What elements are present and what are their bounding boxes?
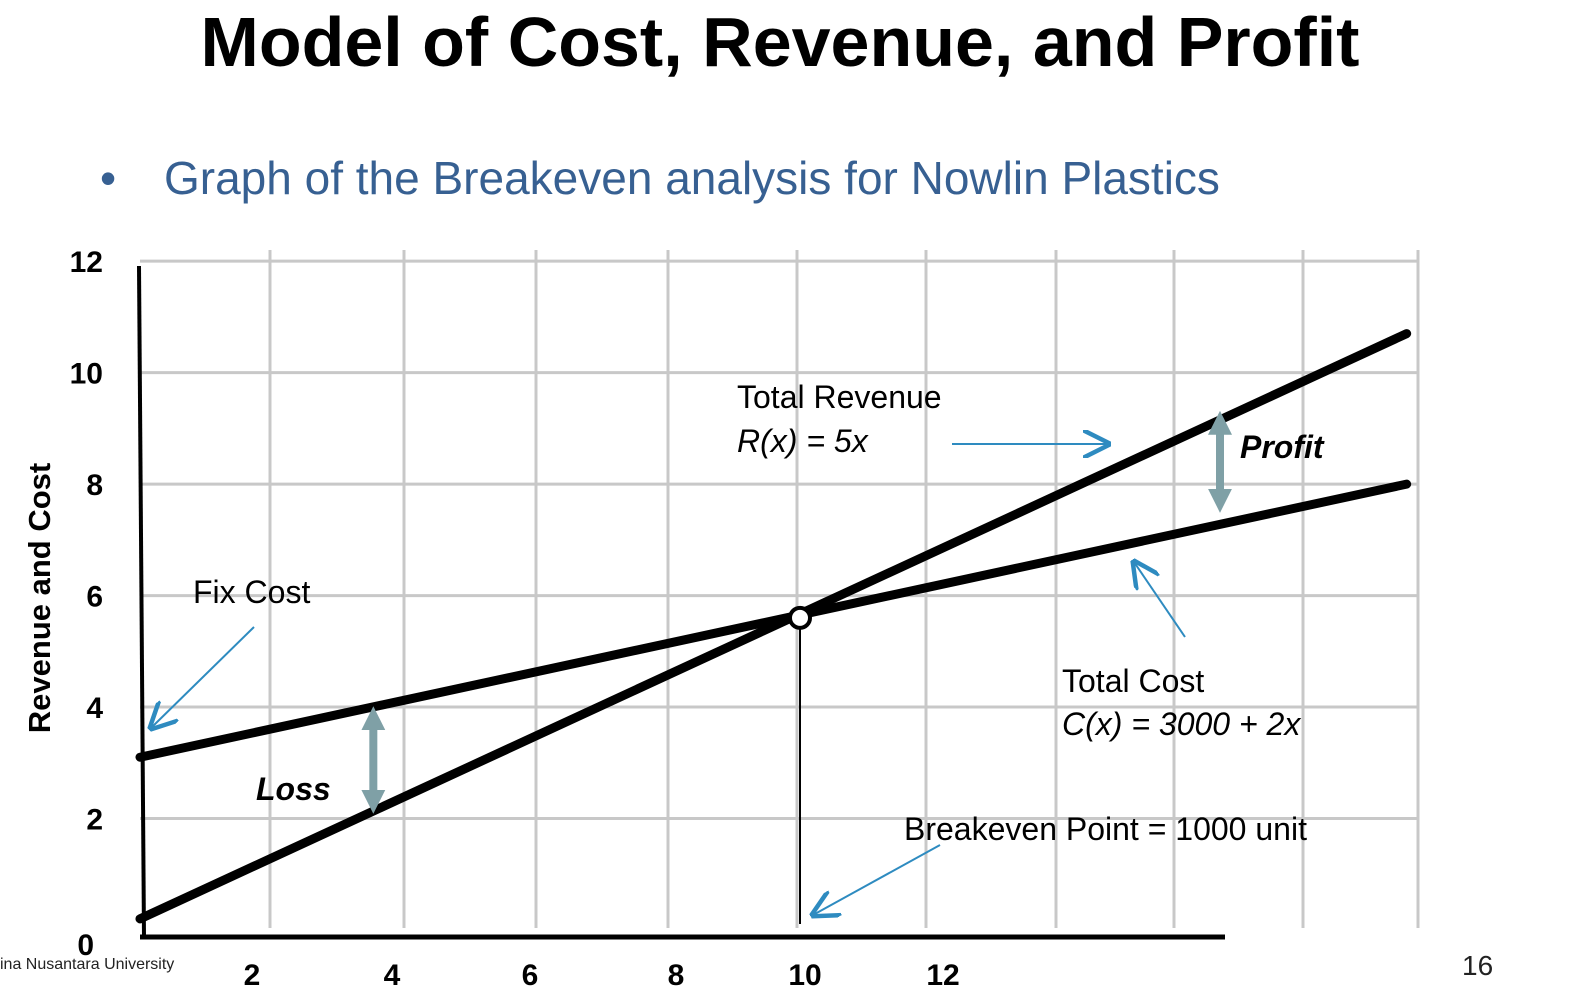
chart-ticks: 2 4 6 8 10 12 0 2 4 6 8 10 12 Revenue and Cost [22, 246, 960, 992]
y-axis-line [137, 265, 146, 939]
breakeven-label: Breakeven Point = 1000 unit [904, 811, 1307, 847]
loss-label: Loss [256, 771, 331, 807]
chart-series [135, 329, 1412, 924]
y-tick-label-8: 8 [86, 469, 103, 502]
x-tick-label-12: 12 [926, 959, 959, 992]
chart-axes [137, 265, 1225, 940]
series-line-cost [135, 479, 1412, 762]
bullet-text: Graph of the Breakeven analysis for Nowl… [164, 152, 1220, 204]
x-tick-label-4: 4 [384, 959, 401, 992]
chart-annotations: Total Revenue R(x) = 5x Total Cost C(x) = 3… [151, 379, 1325, 915]
y-tick-label-12: 12 [70, 246, 103, 279]
footer-text: ina Nusantara University [0, 956, 175, 973]
series-line-revenue [135, 329, 1412, 924]
slide-title: Model of Cost, Revenue, and Profit [200, 3, 1360, 81]
x-tick-label-8: 8 [668, 959, 685, 992]
x-tick-label-6: 6 [522, 959, 539, 992]
fix-cost-label: Fix Cost [193, 574, 310, 610]
revenue-formula: R(x) = 5x [737, 423, 869, 459]
y-axis-title: Revenue and Cost [22, 463, 57, 733]
fix-cost-pointer-arrow [151, 626, 255, 728]
bullet-item: • Graph of the Breakeven analysis for Now… [100, 150, 1220, 206]
revenue-label: Total Revenue [737, 379, 942, 415]
x-tick-label-2: 2 [244, 959, 261, 992]
y-tick-label-2: 2 [86, 804, 103, 837]
profit-label: Profit [1240, 429, 1325, 465]
y-tick-label-10: 10 [70, 358, 103, 391]
breakeven-marker [788, 605, 812, 630]
bullet-marker: • [100, 152, 117, 204]
x-tick-label-10: 10 [788, 959, 821, 992]
cost-formula: C(x) = 3000 + 2x [1062, 706, 1301, 742]
cost-pointer-arrow [1134, 562, 1186, 638]
y-tick-label-4: 4 [86, 692, 103, 725]
cost-label: Total Cost [1062, 663, 1204, 699]
breakeven-pointer-arrow [813, 844, 941, 915]
y-tick-label-6: 6 [86, 581, 103, 614]
page-number: 16 [1462, 950, 1494, 981]
y-tick-label-0: 0 [77, 929, 94, 962]
chart-grid [140, 250, 1420, 928]
